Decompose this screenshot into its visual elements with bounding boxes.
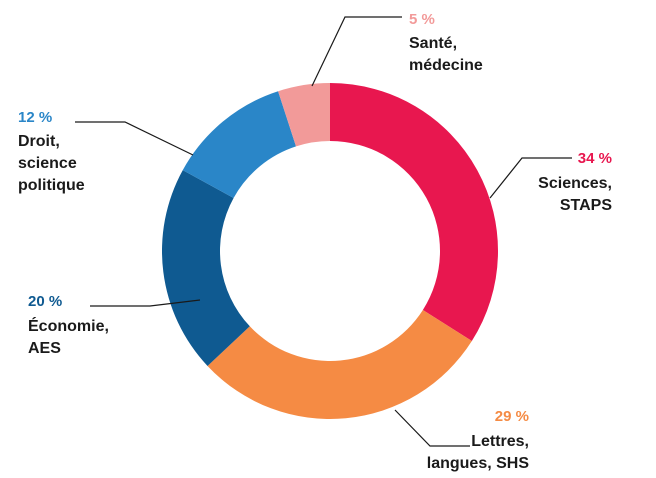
category-label-droit-line2: science (18, 155, 77, 172)
pct-label-droit: 12 % (18, 109, 52, 126)
pct-label-sciences: 34 % (578, 150, 612, 167)
slice-label-droit: 12 % Droit, science politique (18, 109, 85, 194)
category-label-lettres-line1: Lettres, (471, 433, 529, 450)
slice-label-sciences: 34 % Sciences, STAPS (538, 150, 612, 214)
category-label-sciences-line1: Sciences, (538, 175, 612, 192)
slice-label-lettres: 29 % Lettres, langues, SHS (427, 408, 530, 472)
leader-line-lettres (394, 409, 470, 447)
category-label-droit-line3: politique (18, 177, 85, 194)
slice-label-sante: 5 % Santé, médecine (409, 11, 483, 74)
pct-label-sante: 5 % (409, 11, 435, 28)
donut-slice-economie (161, 170, 250, 367)
leader-line-economie (90, 299, 201, 307)
slice-label-economie: 20 % Économie, AES (28, 293, 109, 357)
donut-slice-lettres (207, 309, 472, 419)
leader-line-droit (75, 121, 194, 156)
donut-slice-sciences (330, 83, 498, 342)
category-label-sante-line2: médecine (409, 57, 483, 74)
category-label-sciences-line2: STAPS (560, 197, 612, 214)
pct-label-economie: 20 % (28, 293, 62, 310)
category-label-lettres-line2: langues, SHS (427, 455, 530, 472)
category-label-sante-line1: Santé, (409, 35, 457, 52)
donut-slice-droit (182, 91, 297, 199)
category-label-droit-line1: Droit, (18, 133, 60, 150)
leader-line-sante (311, 16, 402, 87)
leader-lines (75, 16, 572, 447)
leader-line-sciences (489, 157, 572, 199)
pct-label-lettres: 29 % (495, 408, 529, 425)
donut-slices (161, 83, 498, 419)
category-label-economie-line1: Économie, (28, 316, 109, 335)
category-label-economie-line2: AES (28, 340, 61, 357)
donut-slice-sante (278, 83, 330, 147)
